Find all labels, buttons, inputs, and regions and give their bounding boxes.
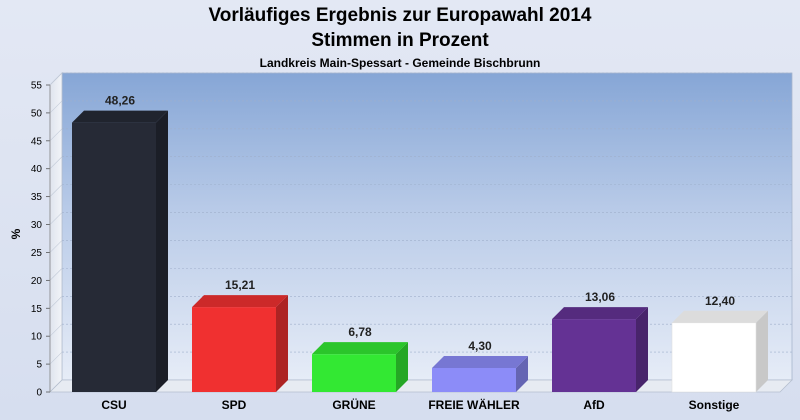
bar-spd	[192, 295, 288, 392]
y-tick-label: 45	[31, 136, 43, 147]
x-tick-label: SPD	[222, 398, 247, 412]
grid-line-side	[49, 323, 63, 337]
y-tick-label: 25	[31, 248, 43, 259]
grid-line-side	[49, 156, 63, 169]
bar-top	[432, 355, 528, 368]
bar-top	[312, 342, 408, 355]
bar-front	[312, 354, 396, 392]
grid-line-side	[49, 128, 63, 142]
grid-line-side	[49, 268, 63, 281]
chart-title-line-2: Stimmen in Prozent	[311, 30, 489, 51]
bar-side	[756, 310, 768, 392]
bar-side	[516, 355, 528, 392]
bar-sonstige	[671, 310, 768, 393]
bar-value-label: 15,21	[225, 278, 255, 292]
grid-line-side	[49, 296, 63, 309]
bars: 48,26 15,21 6,78 4,30 13,06 12,40	[72, 94, 768, 393]
bar-side	[156, 110, 168, 392]
plot-back-wall	[61, 72, 793, 381]
y-tick-label: 40	[31, 164, 43, 175]
y-axis: 0 5 10 15 20 25 30 35 40 45 50 55	[31, 81, 51, 399]
y-tick-label: 20	[31, 276, 43, 287]
y-tick-label: 0	[36, 388, 42, 399]
bar-front	[432, 367, 516, 392]
bar-front	[552, 319, 636, 392]
grid-line-side	[49, 212, 63, 225]
bar-front	[72, 122, 156, 392]
bar-side	[276, 295, 288, 392]
grid-line-side	[49, 351, 63, 365]
bar-top	[72, 110, 168, 123]
bar-front	[671, 322, 757, 393]
grid-lines	[49, 72, 792, 365]
grid-line-side	[49, 72, 63, 86]
grid-line-side	[49, 100, 63, 114]
y-tick-label: 15	[31, 304, 43, 315]
x-tick-label: FREIE WÄHLER	[428, 397, 520, 412]
bar-top	[192, 295, 288, 308]
x-axis: CSU SPD GRÜNE FREIE WÄHLER AfD Sonstige	[101, 397, 739, 412]
bar-value-label: 13,06	[585, 290, 615, 304]
y-tick-label: 30	[31, 220, 43, 231]
grid-line-side	[49, 240, 63, 253]
bar-top	[552, 307, 648, 320]
x-tick-label: GRÜNE	[332, 397, 375, 412]
bar-value-label: 48,26	[105, 94, 135, 108]
bar-gr-ne	[312, 342, 408, 392]
x-tick-label: CSU	[101, 398, 126, 412]
bar-afd	[552, 307, 648, 392]
chart-title: Vorläufiges Ergebnis zur Europawahl 2014…	[0, 3, 800, 53]
bar-csu	[72, 110, 168, 392]
x-tick-label: AfD	[583, 398, 605, 412]
y-tick-label: 50	[31, 108, 43, 119]
y-tick-label: 35	[31, 192, 43, 203]
bar-value-label: 4,30	[468, 339, 492, 353]
y-tick-label: 5	[36, 360, 42, 371]
bar-top	[672, 310, 768, 323]
chart-header: Vorläufiges Ergebnis zur Europawahl 2014…	[0, 0, 800, 70]
bar-freie-w-hler	[432, 355, 528, 392]
y-tick-label: 10	[31, 332, 43, 343]
y-axis-label: %	[9, 228, 23, 239]
bar-front	[192, 307, 276, 392]
grid-line-side	[49, 184, 63, 197]
y-tick-label: 55	[31, 81, 43, 92]
bar-side	[396, 342, 408, 392]
plot-side-wall	[49, 72, 63, 393]
x-tick-label: Sonstige	[689, 398, 740, 412]
chart-title-line-1: Vorläufiges Ergebnis zur Europawahl 2014	[208, 5, 592, 26]
chart-subtitle: Landkreis Main-Spessart - Gemeinde Bisch…	[259, 56, 541, 70]
bar-value-label: 12,40	[705, 294, 735, 308]
bar-value-label: 6,78	[348, 325, 372, 339]
bar-side	[636, 307, 648, 392]
